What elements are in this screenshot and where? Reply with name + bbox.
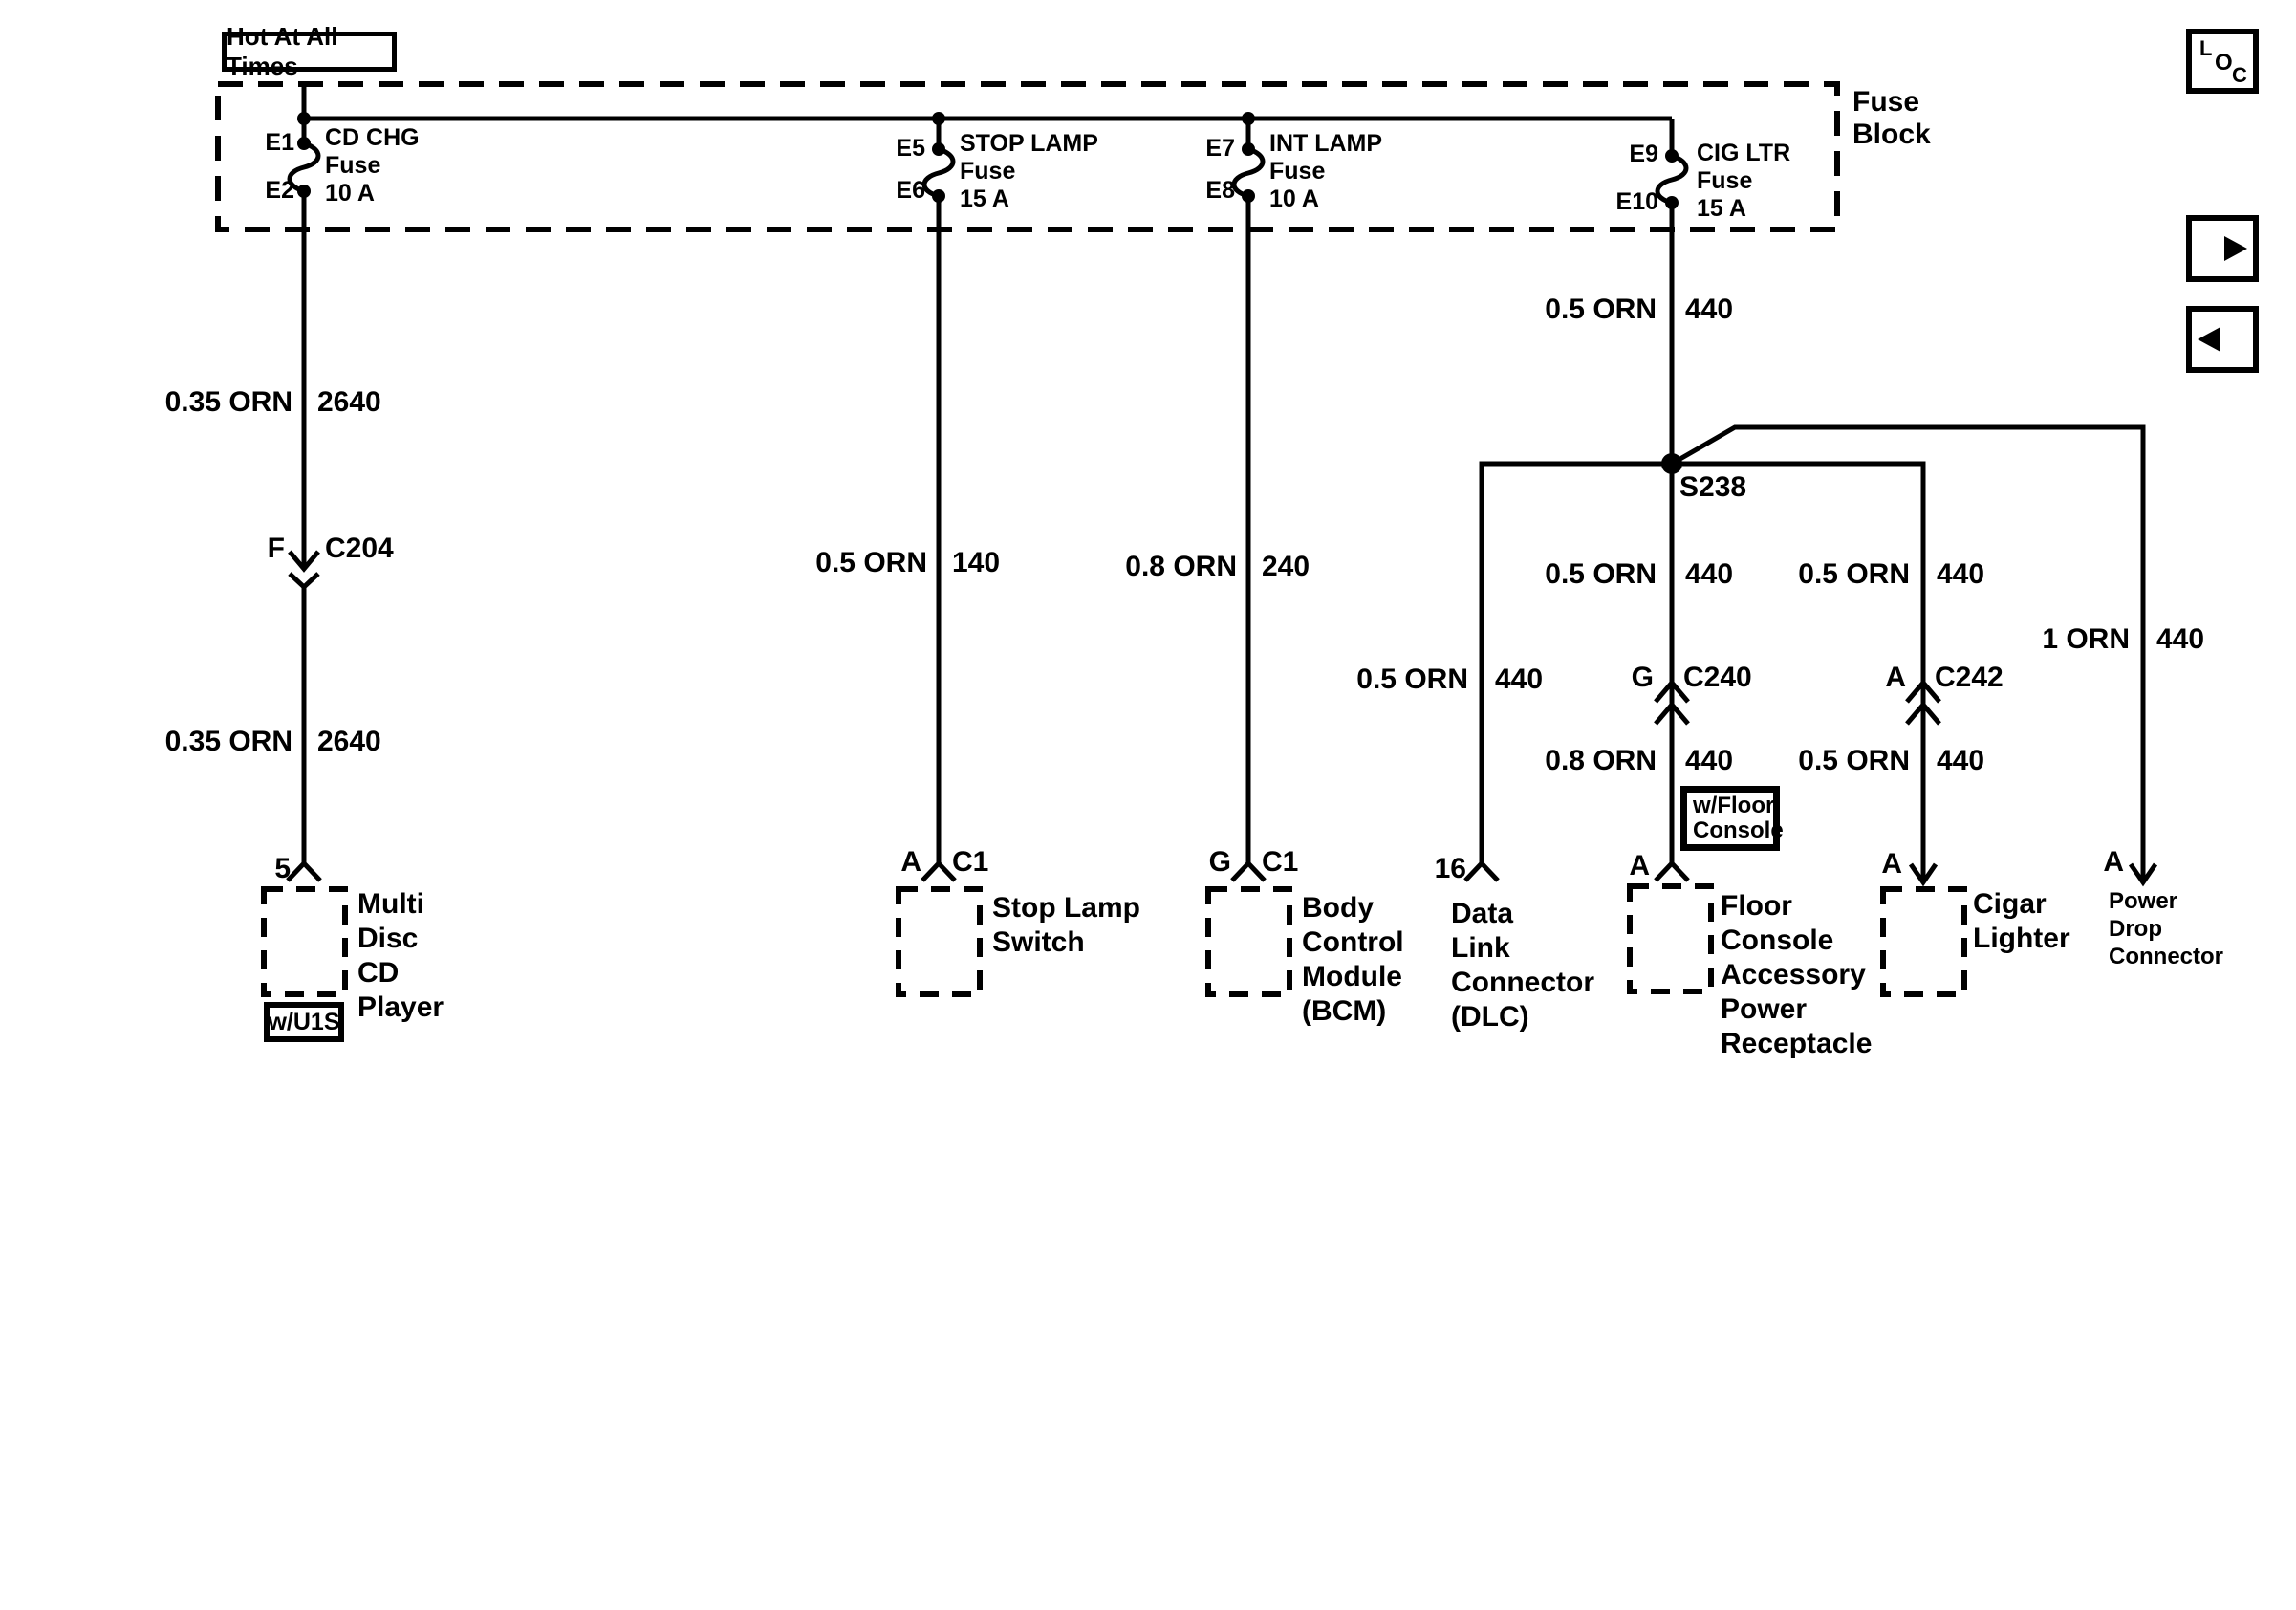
loc-letter-l: L <box>2199 36 2213 60</box>
wire-spec: 0.5 ORN <box>1798 558 1910 590</box>
connector-c204-name: C204 <box>325 533 394 564</box>
junction-dots <box>297 112 1682 474</box>
hot-at-all-times-box: Hot At All Times <box>222 22 397 80</box>
fuse-block-label: Fuse Block <box>1852 86 1931 150</box>
label-dlc: Data Link Connector (DLC) <box>1451 898 1594 1033</box>
right-arrow-icon <box>2198 236 2247 261</box>
connector-c242-pin: A <box>1885 662 1906 693</box>
conn-bcm-c1: C1 <box>1262 846 1299 878</box>
next-page-button[interactable] <box>2186 215 2259 282</box>
wire-circuit: 440 <box>1495 664 1544 695</box>
fuse-cig-ltr: CIG LTR Fuse 15 A <box>1697 140 1791 222</box>
wire-cd-chg <box>286 84 322 882</box>
wire-spec: 0.5 ORN <box>1798 745 1910 776</box>
note-w-u1s-box: w/U1S <box>264 1002 344 1042</box>
wire-spec: 0.35 ORN <box>164 726 292 757</box>
label-power-drop-connector: Power Drop Connector <box>2109 888 2223 969</box>
wire-spec: 1 ORN <box>2042 623 2130 655</box>
pin-e6: E6 <box>896 177 925 204</box>
fuse-int-lamp: INT LAMP Fuse 10 A <box>1269 130 1383 212</box>
wire-cigar-branch <box>1672 461 1941 887</box>
note-w-floor-console-box: w/Floor Console <box>1680 786 1784 851</box>
pin-e10: E10 <box>1615 188 1658 215</box>
pin-e1: E1 <box>265 129 294 156</box>
wire-spec: 0.35 ORN <box>164 386 292 418</box>
label-bcm: Body Control Module (BCM) <box>1302 892 1404 1027</box>
wire-circuit: 2640 <box>317 726 381 757</box>
conn-stop-lamp-c1: C1 <box>952 846 989 878</box>
pin-cd-player-5: 5 <box>274 853 291 884</box>
loc-letter-o: O <box>2215 50 2233 76</box>
wire-circuit: 140 <box>952 547 1001 578</box>
label-floor-console-receptacle: Floor Console Accessory Power Receptacle <box>1721 890 1873 1059</box>
connector-c240-pin: G <box>1631 662 1654 693</box>
connector-c240-name: C240 <box>1683 662 1752 693</box>
wire-dlc-branch <box>1463 461 1672 882</box>
label-stop-lamp-switch: Stop Lamp Switch <box>992 892 1140 958</box>
wire-circuit: 440 <box>1685 558 1734 590</box>
left-arrow-icon <box>2198 327 2247 352</box>
floor-console-box <box>1627 883 1714 994</box>
wire-circuit: 440 <box>1685 745 1734 776</box>
connector-c242-name: C242 <box>1935 662 2004 693</box>
splice-s238-dot <box>1661 453 1682 474</box>
wire-spec: 0.5 ORN <box>1545 558 1657 590</box>
fuse-block-border <box>215 81 1840 232</box>
wire-circuit: 440 <box>1685 294 1734 325</box>
label-cd-player: Multi Disc CD Player <box>357 888 444 1023</box>
loc-letter-c: C <box>2232 63 2247 87</box>
cd-player-box <box>261 886 348 997</box>
pin-power-drop-a: A <box>2103 846 2124 878</box>
loc-button[interactable]: L O C <box>2186 29 2259 94</box>
wire-circuit: 440 <box>1937 745 1985 776</box>
wire-circuit: 440 <box>2156 623 2205 655</box>
splice-s238-label: S238 <box>1679 471 1747 503</box>
fuse-stop-lamp: STOP LAMP Fuse 15 A <box>960 130 1098 212</box>
wire-circuit: 2640 <box>317 386 381 418</box>
pin-e8: E8 <box>1205 177 1235 204</box>
fuse-cd-chg: CD CHG Fuse 10 A <box>325 124 420 207</box>
wire-power-drop-branch <box>1670 424 2158 887</box>
pin-e5: E5 <box>896 135 925 162</box>
pin-e2: E2 <box>265 177 294 204</box>
wire-spec: 0.5 ORN <box>815 547 927 578</box>
wire-spec: 0.8 ORN <box>1545 745 1657 776</box>
wire-circuit: 240 <box>1262 551 1310 582</box>
pin-stop-lamp-a: A <box>900 846 921 878</box>
pin-bcm-g: G <box>1208 846 1231 878</box>
connector-c204-pin: F <box>267 533 285 564</box>
pin-cigar-lighter-a: A <box>1881 848 1902 880</box>
cigar-lighter-box <box>1880 886 1967 997</box>
label-cigar-lighter: Cigar Lighter <box>1973 888 2070 954</box>
bcm-box <box>1205 886 1292 997</box>
hot-at-all-times-label: Hot At All Times <box>227 22 338 80</box>
wire-spec: 0.8 ORN <box>1125 551 1237 582</box>
wire-int-lamp <box>1230 119 1267 882</box>
pin-dlc-16: 16 <box>1434 853 1466 884</box>
previous-page-button[interactable] <box>2186 306 2259 373</box>
wire-circuit: 440 <box>1937 558 1985 590</box>
pin-e9: E9 <box>1629 141 1658 167</box>
pin-floor-console-a: A <box>1629 850 1650 881</box>
stop-lamp-switch-box <box>896 886 983 997</box>
wire-stop-lamp <box>921 119 957 882</box>
wire-spec: 0.5 ORN <box>1545 294 1657 325</box>
wire-spec: 0.5 ORN <box>1356 664 1468 695</box>
pin-e7: E7 <box>1205 135 1235 162</box>
